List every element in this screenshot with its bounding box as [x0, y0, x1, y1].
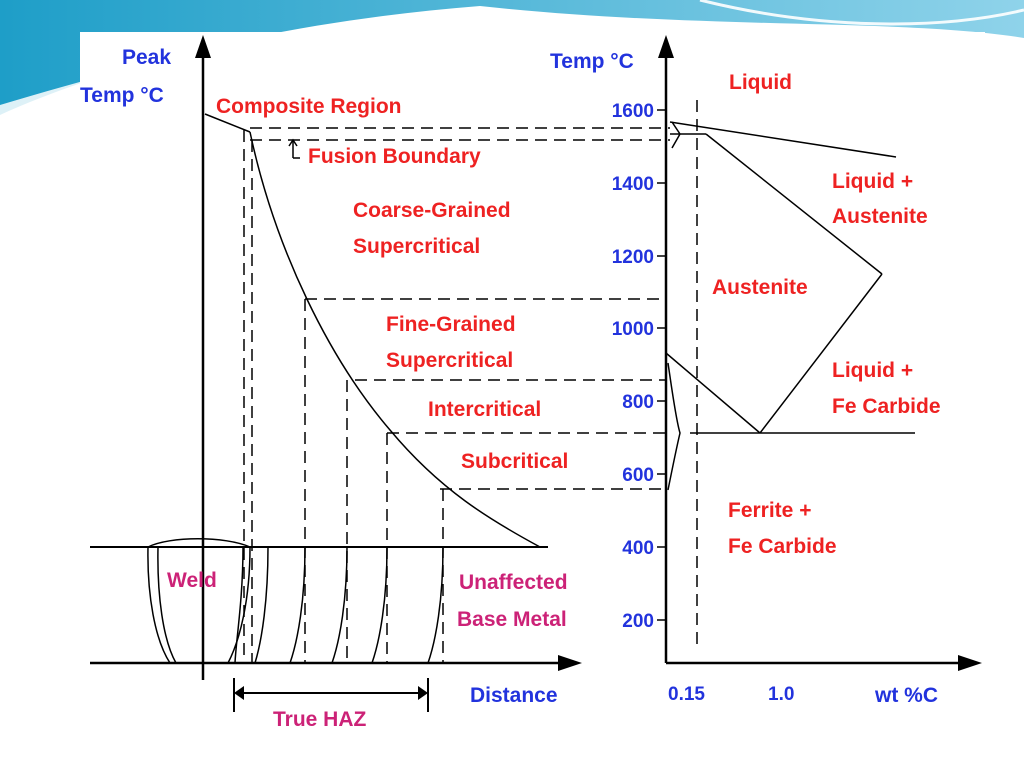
temp-ticks — [657, 109, 666, 621]
x-tick-015: 0.15 — [668, 684, 705, 705]
true-haz-bracket — [233, 678, 429, 712]
carbon-axis-title: wt %C — [874, 684, 938, 707]
right-axes — [658, 35, 982, 671]
peritectic-region — [670, 121, 706, 149]
subcritical-label: Subcritical — [461, 450, 568, 473]
ferrite-solvus — [667, 362, 681, 491]
isotherm-dashes — [250, 127, 670, 490]
coarse-grained-label-2: Supercritical — [353, 235, 480, 258]
distance-axis-title: Distance — [470, 684, 558, 707]
phase-temp-axis-arrow — [658, 35, 674, 58]
liquidus-line — [669, 121, 897, 158]
tick-1000: 1000 — [612, 319, 654, 340]
phase-boundaries — [665, 121, 915, 491]
x-tick-10: 1.0 — [768, 684, 794, 705]
temp-tick-labels: 1600 1400 1200 1000 800 600 400 200 — [612, 101, 654, 632]
tick-800: 800 — [622, 392, 654, 413]
peak-temp-curve — [204, 113, 541, 548]
carbon-axis-arrow — [958, 655, 982, 671]
liquidus-austenite-line — [705, 133, 883, 275]
tick-1600: 1600 — [612, 101, 654, 122]
ferrite-carbide-label-2: Fe Carbide — [728, 535, 837, 558]
tick-400: 400 — [622, 538, 654, 559]
austenite-label: Austenite — [712, 276, 808, 299]
carbide-liquidus-line — [759, 273, 883, 434]
distance-axis-arrow — [558, 655, 582, 671]
liquid-fe-carbide-label-1: Liquid + — [832, 359, 913, 382]
peak-axis-title-2: Temp °C — [80, 84, 164, 107]
left-axes — [90, 35, 582, 680]
peak-temp-axis-arrow — [195, 35, 211, 58]
a3-line — [665, 352, 761, 434]
content-panel — [80, 32, 985, 732]
fusion-boundary-marker — [288, 138, 300, 159]
coarse-grained-label-1: Coarse-Grained — [353, 199, 511, 222]
unaffected-label-2: Base Metal — [457, 608, 567, 631]
liquid-austenite-label-1: Liquid + — [832, 170, 913, 193]
liquid-fe-carbide-label-2: Fe Carbide — [832, 395, 941, 418]
tick-1200: 1200 — [612, 247, 654, 268]
fine-grained-label-2: Supercritical — [386, 349, 513, 372]
top-banner — [0, 0, 1024, 115]
phase-axis-title: Temp °C — [550, 50, 634, 73]
ferrite-carbide-label-1: Ferrite + — [728, 499, 811, 522]
composite-region-label: Composite Region — [216, 95, 402, 118]
peak-axis-title-1: Peak — [122, 46, 171, 69]
weld-bead — [147, 538, 251, 664]
weld-label: Weld — [167, 569, 217, 592]
tick-600: 600 — [622, 465, 654, 486]
tick-1400: 1400 — [612, 174, 654, 195]
tick-200: 200 — [622, 611, 654, 632]
haz-isolines — [254, 546, 444, 664]
banner-swoosh-right — [699, 0, 1024, 26]
intercritical-label: Intercritical — [428, 398, 541, 421]
liquid-austenite-label-2: Austenite — [832, 205, 928, 228]
fusion-boundary-label: Fusion Boundary — [308, 145, 481, 168]
true-haz-label: True HAZ — [273, 708, 367, 731]
liquid-label: Liquid — [729, 71, 792, 94]
unaffected-label-1: Unaffected — [459, 571, 568, 594]
fine-grained-label-1: Fine-Grained — [386, 313, 516, 336]
